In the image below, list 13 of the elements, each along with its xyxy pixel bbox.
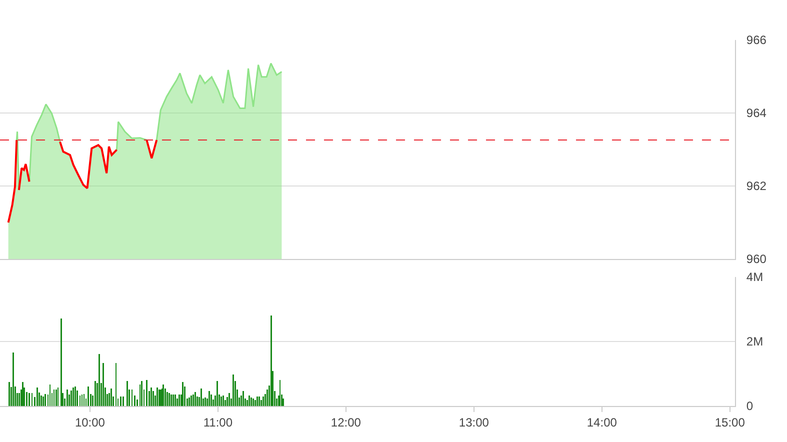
x-tick-label: 14:00 bbox=[586, 415, 618, 430]
y-tick-label: 4M bbox=[746, 270, 764, 284]
y-tick-label: 962 bbox=[746, 179, 767, 194]
x-tick-label: 15:00 bbox=[714, 415, 746, 430]
y-tick-label: 2M bbox=[746, 334, 764, 349]
y-tick-label: 0 bbox=[746, 399, 754, 414]
x-tick-label: 13:00 bbox=[458, 415, 490, 430]
y-tick-label: 960 bbox=[746, 252, 767, 266]
y-tick-label: 966 bbox=[746, 33, 767, 48]
x-tick-label: 10:00 bbox=[74, 415, 106, 430]
x-tick-label: 11:00 bbox=[203, 415, 233, 430]
y-tick-label: 964 bbox=[746, 106, 767, 120]
x-tick-label: 12:00 bbox=[330, 415, 362, 430]
